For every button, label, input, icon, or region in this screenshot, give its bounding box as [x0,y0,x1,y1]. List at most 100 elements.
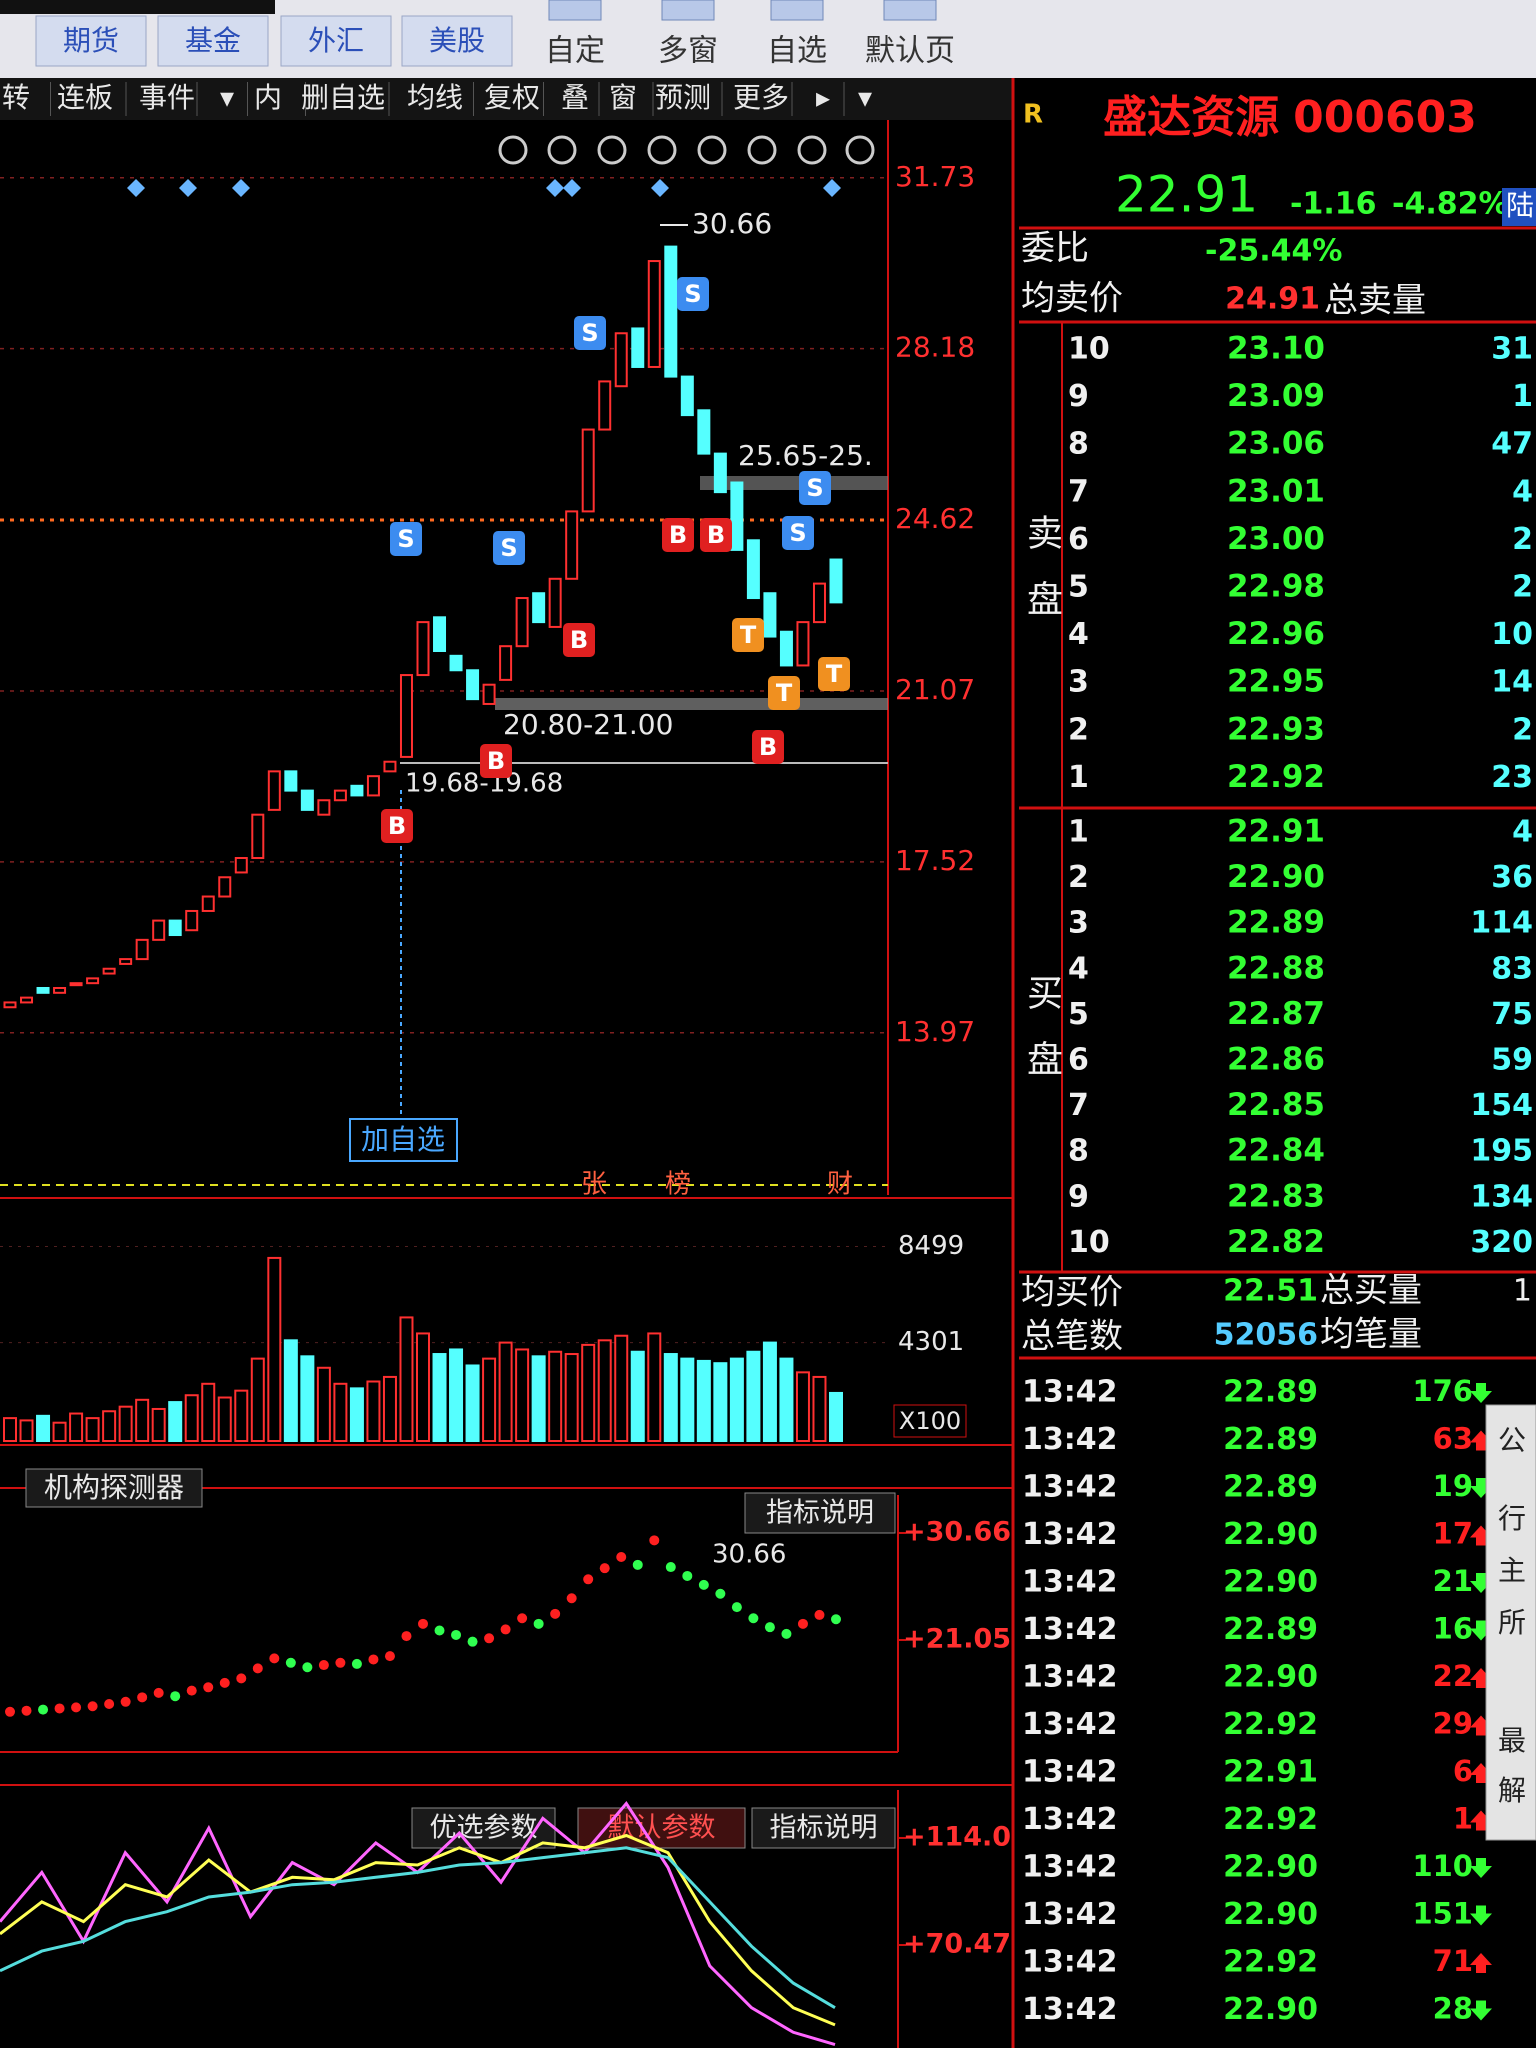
menu-item[interactable]: 窗 [609,81,637,114]
row-label: 均卖价 [1021,279,1123,319]
toolbar-button[interactable]: 自定 [545,34,605,69]
event-label[interactable]: 榜 [665,1170,691,1200]
indicator-dot [583,1574,594,1585]
tool-icon[interactable] [498,135,528,165]
tool-icon[interactable] [597,135,627,165]
popup-item[interactable]: 解 [1498,1774,1526,1807]
popup-item[interactable]: 所 [1498,1606,1526,1639]
trade-time: 13:42 [1022,1660,1118,1695]
indicator-dot [87,1701,98,1712]
volume-bar [647,1332,662,1442]
volume-bar [349,1387,364,1442]
book-price: 22.93 [1227,711,1325,747]
book-level: 6 [1068,522,1089,557]
indicator-dot [814,1609,825,1620]
button-icon[interactable] [661,0,715,21]
volume-bar [250,1357,265,1442]
direction-arrow [1470,2000,1492,2021]
button-icon[interactable] [548,0,602,21]
explain-button-label[interactable]: 指标说明 [766,1498,874,1529]
indicator-dot [54,1703,65,1714]
popup-item[interactable]: 公 [1498,1424,1526,1457]
signal-badge [381,809,413,843]
toolbar-button[interactable]: 多窗 [658,34,718,69]
param-button[interactable] [411,1807,556,1849]
book-price: 23.09 [1227,378,1325,414]
volume-bar [135,1398,150,1443]
indicator-dot [418,1618,428,1629]
volume-bar [316,1366,331,1443]
tool-icon[interactable] [747,135,777,165]
toolbar-button[interactable]: 自选 [767,34,827,69]
panel-tab[interactable] [25,1468,203,1508]
toolbar-button[interactable]: 默认页 [865,34,955,69]
panel-tab-label[interactable]: 机构探测器 [44,1471,184,1504]
tab-label[interactable]: 美股 [429,24,485,57]
menu-item[interactable]: 复权 [484,81,540,114]
book-level: 10 [1068,1225,1110,1260]
tab-label[interactable]: 基金 [185,24,241,57]
param-button[interactable] [751,1807,896,1849]
menu-item[interactable]: 均线 [407,81,463,114]
explain-button[interactable] [744,1492,896,1534]
book-price: 23.00 [1227,521,1325,557]
candle-body [284,770,298,792]
signal-badge [818,657,850,691]
menu-item[interactable]: 删自选 [301,81,385,114]
menu-item[interactable]: 预测 [655,81,711,114]
menu-item[interactable]: 连板 [57,81,113,114]
button-icon[interactable] [883,0,937,21]
menu-item[interactable]: 内 [254,81,282,114]
volume-bar [52,1421,67,1442]
tab[interactable] [35,15,147,67]
tool-icon[interactable] [547,135,577,165]
volume-bar [795,1371,810,1443]
add-watch-box[interactable] [349,1118,458,1162]
popup-item[interactable]: 主 [1498,1554,1526,1587]
menu-item[interactable]: 事件 [139,81,195,114]
event-label[interactable]: 张 [581,1170,607,1200]
book-price: 22.88 [1227,950,1325,986]
tab[interactable] [157,15,269,67]
add-watch-label[interactable]: 加自选 [361,1123,445,1156]
menu-item[interactable]: 叠 [561,81,589,114]
button-icon[interactable] [770,0,824,21]
tab[interactable] [280,15,392,67]
tool-icon[interactable] [797,135,827,165]
indicator-dot [368,1654,379,1665]
trade-price: 22.90 [1223,1660,1318,1695]
tab-label[interactable]: 期货 [63,24,119,57]
market-label: 陆 [1506,189,1534,222]
candle-body [36,986,50,994]
tab[interactable] [401,15,513,67]
menu-item[interactable]: 更多 [733,81,789,114]
param-button-label[interactable]: 默认参数 [608,1813,716,1844]
tool-icon[interactable] [697,135,727,165]
popup-item[interactable]: 行 [1498,1502,1526,1535]
trade-time: 13:42 [1022,1565,1118,1600]
candle-body [746,539,760,600]
candle-body [664,245,678,378]
menu-item[interactable]: ▸ [816,81,830,114]
event-label[interactable]: 财 [827,1170,853,1200]
menu-item[interactable]: ▾ [220,81,234,114]
indicator-dot [632,1559,643,1570]
volume-bar [597,1339,612,1443]
signal-label: S [806,474,823,502]
tab-label[interactable]: 外汇 [308,24,364,57]
popup-item[interactable]: 最 [1498,1724,1526,1757]
candle-body [614,332,628,388]
volume-bar [267,1256,282,1443]
signal-badge [752,730,784,764]
menu-item[interactable]: ▾ [858,81,872,114]
indicator-dot [137,1692,148,1703]
tool-icon[interactable] [845,135,875,165]
tool-icon[interactable] [647,135,677,165]
param-button-label[interactable]: 指标说明 [770,1813,878,1844]
popup-menu[interactable] [1485,1404,1536,1841]
book-level: 8 [1068,427,1089,462]
indicator-dot [236,1673,247,1684]
param-button-label[interactable]: 优选参数 [430,1813,538,1844]
candle-body [86,977,100,985]
menu-item[interactable]: 转 [2,81,30,114]
